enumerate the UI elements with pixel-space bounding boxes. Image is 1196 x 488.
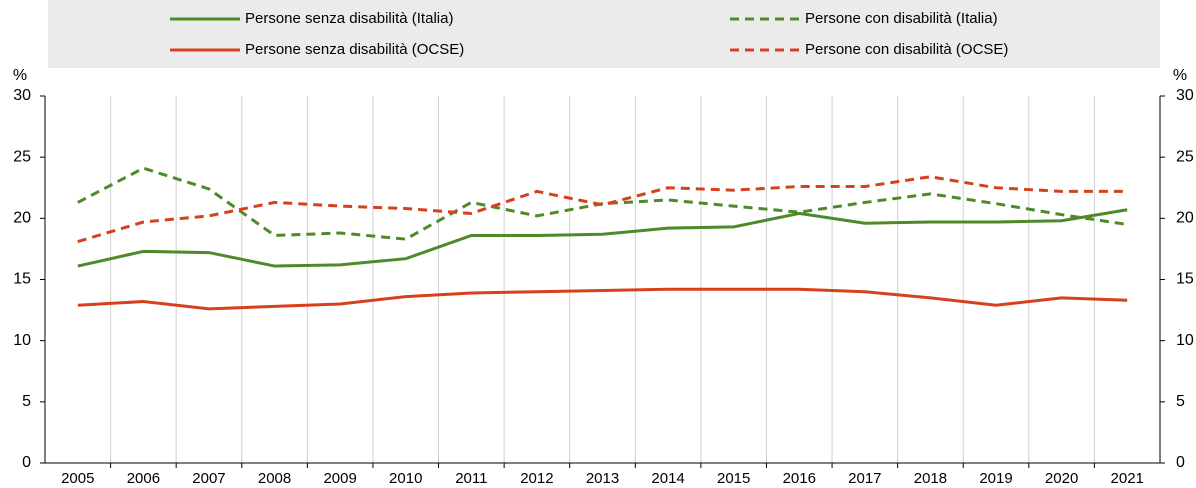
x-tick-label: 2018 [914,470,947,487]
y2-tick-label: 10 [1176,332,1194,349]
x-tick-label: 2015 [717,470,750,487]
y2-tick-label: 30 [1176,87,1194,104]
x-tick-label: 2012 [520,470,553,487]
x-tick-label: 2008 [258,470,291,487]
y-tick-label: 0 [22,454,31,471]
series-line [77,175,1128,244]
x-tick-label: 2017 [848,470,881,487]
y-tick-label: 25 [13,148,31,165]
legend-label: Persone con disabilità (OCSE) [805,41,1008,58]
legend-label: Persone senza disabilità (Italia) [245,10,453,27]
series-line [77,287,1128,311]
x-tick-label: 2009 [323,470,356,487]
y2-tick-label: 15 [1176,271,1194,288]
x-tick-label: 2020 [1045,470,1078,487]
y-tick-label: 5 [22,393,31,410]
series-line [77,208,1128,268]
x-tick-label: 2013 [586,470,619,487]
series-line [77,166,1128,241]
x-tick-label: 2016 [783,470,816,487]
y-tick-label: 10 [13,332,31,349]
y2-tick-label: 20 [1176,210,1194,227]
y-tick-label: 20 [13,210,31,227]
x-tick-label: 2010 [389,470,422,487]
x-tick-label: 2019 [979,470,1012,487]
y-tick-label: 30 [13,87,31,104]
x-tick-label: 2005 [61,470,94,487]
legend-background [48,0,1160,68]
y2-unit: % [1173,67,1187,84]
y2-tick-label: 5 [1176,393,1185,410]
legend-label: Persone senza disabilità (OCSE) [245,41,464,58]
legend-label: Persone con disabilità (Italia) [805,10,998,27]
y2-tick-label: 0 [1176,454,1185,471]
y-tick-label: 15 [13,271,31,288]
x-tick-label: 2011 [455,470,487,487]
x-tick-label: 2021 [1111,470,1144,487]
y-unit: % [13,67,27,84]
x-tick-label: 2007 [192,470,225,487]
y2-tick-label: 25 [1176,148,1194,165]
x-tick-label: 2006 [127,470,160,487]
x-tick-label: 2014 [651,470,684,487]
